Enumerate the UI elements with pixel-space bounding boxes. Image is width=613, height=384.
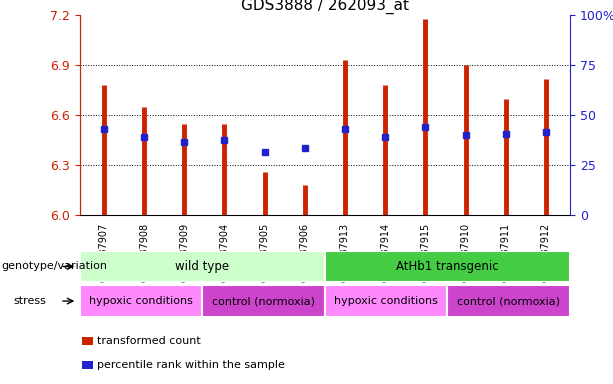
Bar [325, 285, 447, 317]
Bar [202, 285, 325, 317]
Text: percentile rank within the sample: percentile rank within the sample [97, 360, 284, 370]
Text: transformed count: transformed count [97, 336, 200, 346]
Bar [80, 285, 202, 317]
Text: AtHb1 transgenic: AtHb1 transgenic [396, 260, 499, 273]
Text: genotype/variation: genotype/variation [1, 262, 107, 271]
Text: stress: stress [13, 296, 47, 306]
Text: hypoxic conditions: hypoxic conditions [89, 296, 193, 306]
Text: hypoxic conditions: hypoxic conditions [334, 296, 438, 306]
Bar [325, 251, 570, 282]
Text: control (normoxia): control (normoxia) [212, 296, 315, 306]
Bar [82, 337, 93, 345]
Text: control (normoxia): control (normoxia) [457, 296, 560, 306]
Title: GDS3888 / 262093_at: GDS3888 / 262093_at [241, 0, 409, 14]
Bar [447, 285, 570, 317]
Bar [80, 251, 325, 282]
Text: wild type: wild type [175, 260, 229, 273]
Bar [82, 361, 93, 369]
